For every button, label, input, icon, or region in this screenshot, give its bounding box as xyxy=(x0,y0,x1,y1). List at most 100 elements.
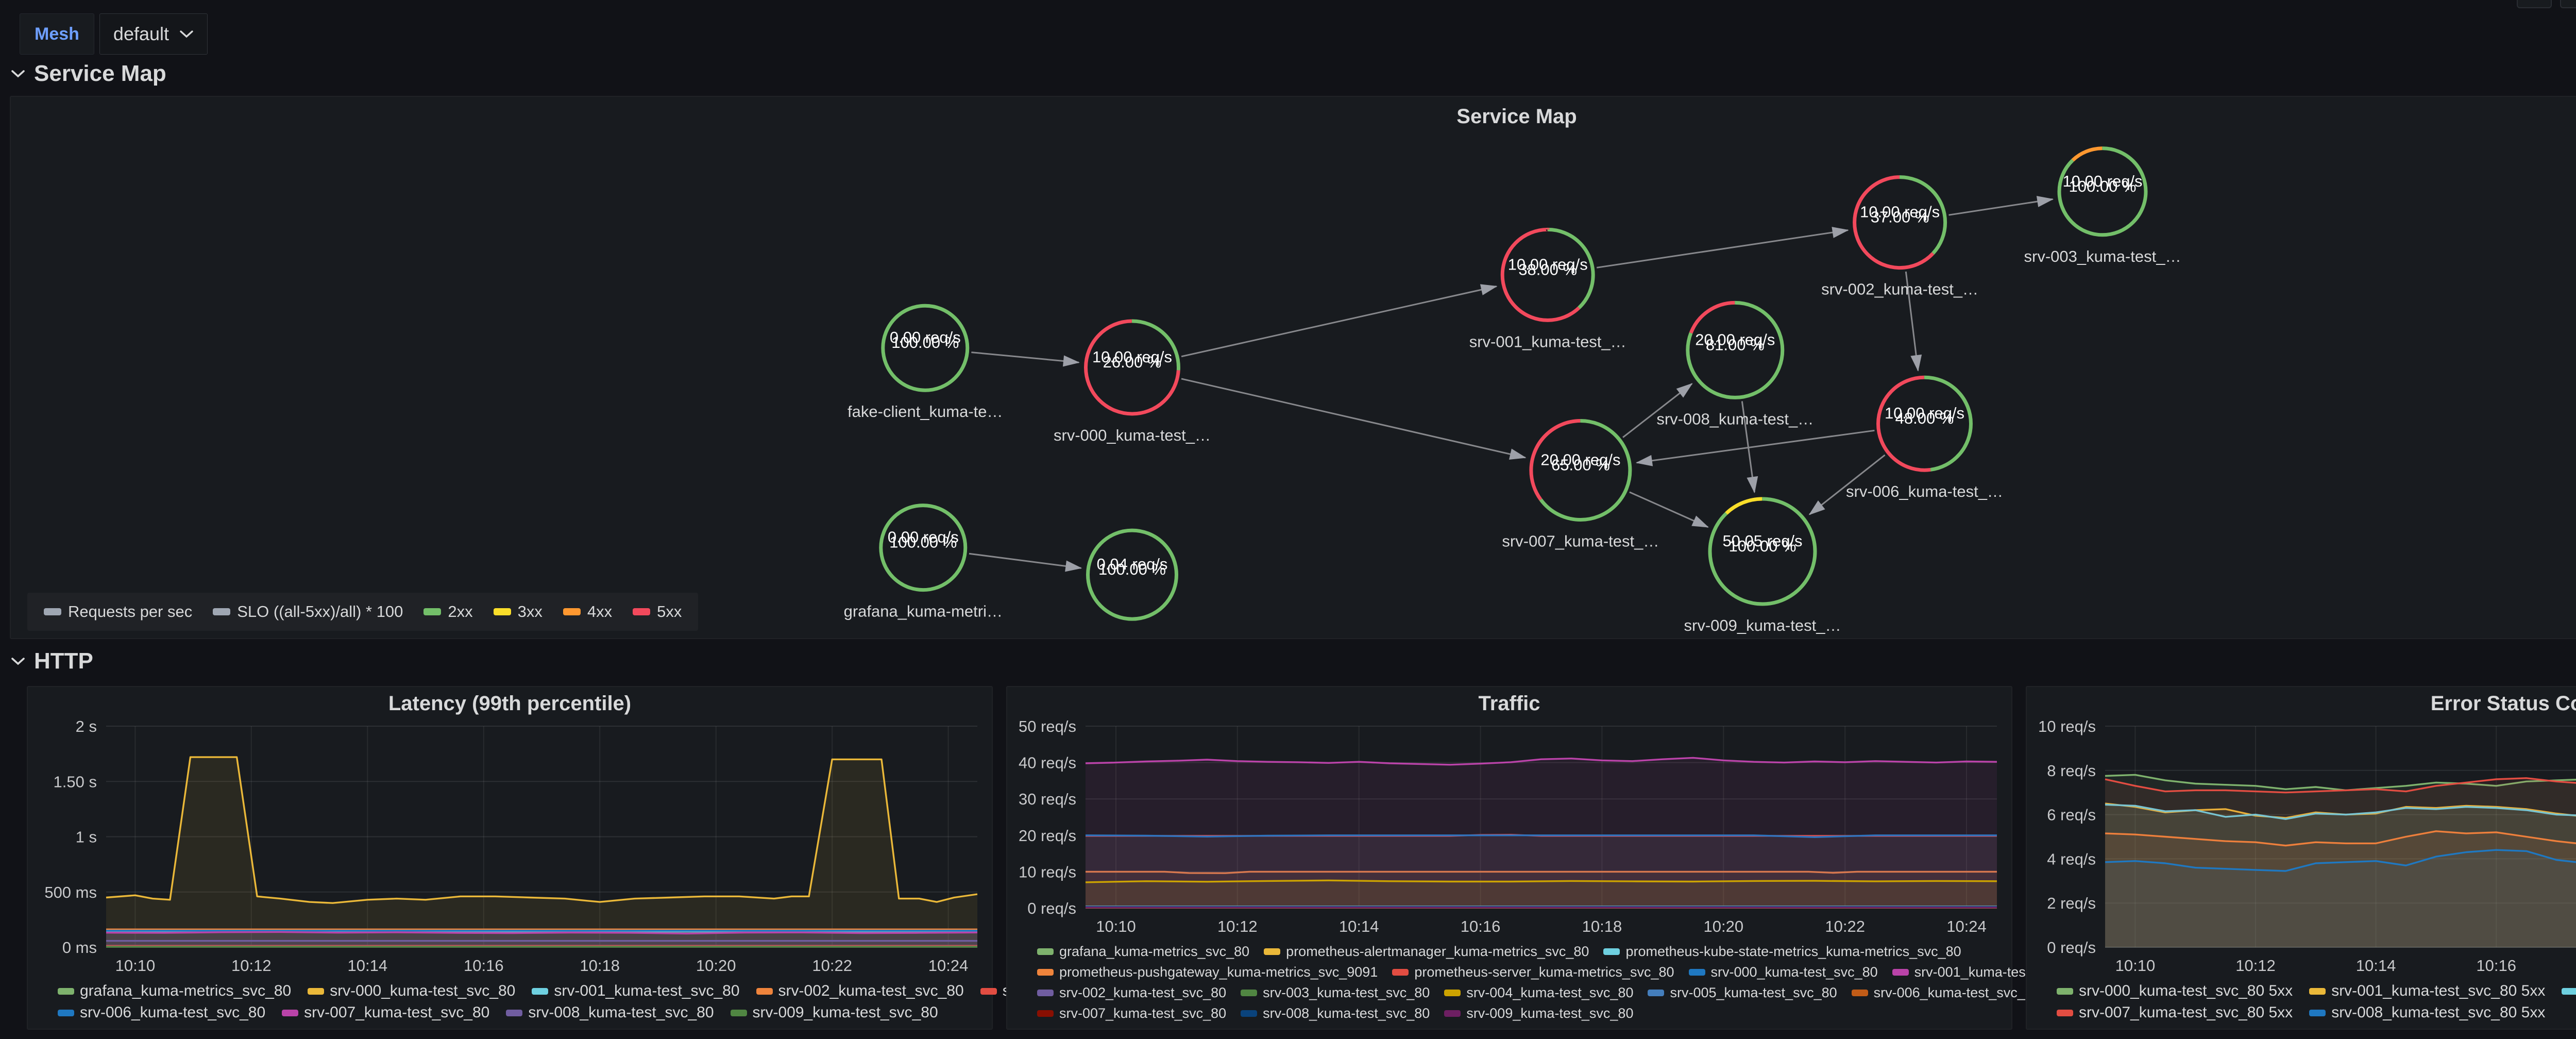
legend-item[interactable]: srv-003_kuma-test_svc_80 xyxy=(1241,985,1430,1001)
service-node-srv-006[interactable]: 10.00 req/s48.00 % srv-006_kuma-test_… xyxy=(1846,375,2003,500)
legend-item[interactable]: srv-007_kuma-test_svc_80 5xx xyxy=(2057,1004,2293,1021)
map-legend-item[interactable]: Requests per sec xyxy=(44,602,192,621)
legend-item[interactable]: grafana_kuma-metrics_svc_80 xyxy=(58,982,291,1000)
mesh-variable-value: default xyxy=(113,23,170,44)
node-label: … xyxy=(1124,631,1140,638)
series-line xyxy=(2105,803,2576,820)
legend-item[interactable]: srv-005_kuma-test_svc_80 xyxy=(1648,985,1837,1001)
x-axis-tick: 10:16 xyxy=(2476,957,2516,975)
legend-item[interactable]: srv-009_kuma-test_svc_80 xyxy=(1444,1006,1633,1021)
legend-label: srv-008_kuma-test_svc_80 xyxy=(528,1004,714,1021)
legend-color-pill xyxy=(1444,1010,1461,1017)
section-title: Service Map xyxy=(34,61,166,86)
legend-item[interactable]: srv-001_kuma-test_svc_80 xyxy=(532,982,740,1000)
panel-title: Service Map xyxy=(1456,105,1577,128)
y-axis-tick: 1.50 s xyxy=(54,773,97,791)
map-legend-item[interactable]: 4xx xyxy=(563,602,612,621)
service-node-srv-008[interactable]: 20.00 req/s81.00 % srv-008_kuma-test_… xyxy=(1656,300,1814,428)
legend-item[interactable]: srv-000_kuma-test_svc_80 5xx xyxy=(2057,982,2293,1000)
x-axis-tick: 10:16 xyxy=(464,957,504,975)
y-axis-tick: 500 ms xyxy=(44,883,97,901)
section-header-http[interactable]: HTTP xyxy=(10,648,93,674)
traffic-legend: grafana_kuma-metrics_svc_80 prometheus-al… xyxy=(1007,939,2081,1029)
section-title: HTTP xyxy=(34,648,93,674)
legend-item[interactable]: prometheus-server_kuma-metrics_svc_80 xyxy=(1392,964,1674,980)
legend-color-pill xyxy=(1892,968,1909,976)
latency-chart[interactable]: 0 ms 500 ms 1 s 1.50 s 2 s 10:10 10:12 10:14 10:… xyxy=(28,718,992,978)
map-legend-item[interactable]: 5xx xyxy=(633,602,682,621)
legend-item[interactable]: srv-007_kuma-test_svc_80 xyxy=(282,1004,489,1021)
map-edge-srv-000-srv-007 xyxy=(1181,378,1527,460)
service-node-srv-007[interactable]: 20.00 req/s65.00 % srv-007_kuma-test_… xyxy=(1502,419,1659,550)
map-legend-item[interactable]: 2xx xyxy=(423,602,473,621)
legend-label: srv-004_kuma-test_svc_80 xyxy=(1466,984,1634,1000)
legend-label: Requests per sec xyxy=(68,602,193,621)
mesh-variable-select[interactable]: default xyxy=(99,13,208,55)
legend-item[interactable]: srv-009_kuma-test_svc_80 xyxy=(730,1004,938,1021)
legend-label: srv-001_kuma-test_svc_80 xyxy=(554,982,740,999)
node-slo-value: 81.00 % xyxy=(1706,336,1765,354)
error-status-codes-chart[interactable]: 0 req/s 2 req/s 4 req/s 6 req/s 8 req/s 10 re… xyxy=(2027,718,2576,978)
legend-item[interactable]: srv-008_kuma-test_svc_80 5xx xyxy=(2309,1004,2545,1021)
legend-color-pill xyxy=(1037,948,1054,955)
chevron-down-icon xyxy=(11,658,25,665)
map-edge-fake-client-srv-000 xyxy=(971,351,1080,367)
y-axis-tick: 2 s xyxy=(76,718,97,735)
legend-item[interactable]: grafana_kuma-metrics_svc_80 xyxy=(1037,944,1249,960)
x-axis-tick: 10:12 xyxy=(1217,917,1258,935)
legend-item[interactable]: srv-006_kuma-test_svc_80 xyxy=(58,1004,265,1021)
node-label: srv-006_kuma-test_… xyxy=(1846,482,2003,500)
x-axis-tick: 10:14 xyxy=(2356,957,2396,975)
legend-label: srv-006_kuma-test_svc_80 xyxy=(80,1004,266,1021)
legend-item[interactable]: srv-002_kuma-test_svc_80 xyxy=(1037,985,1226,1001)
map-edge-srv-007-srv-008 xyxy=(1622,383,1693,438)
legend-item[interactable]: srv-007_kuma-test_svc_80 xyxy=(1037,1006,1226,1021)
legend-color-pill xyxy=(1241,989,1258,996)
legend-color-pill xyxy=(1851,989,1868,996)
map-legend-item[interactable]: SLO ((all-5xx)/all) * 100 xyxy=(213,602,403,621)
legend-label: 4xx xyxy=(587,602,613,621)
legend-label: srv-002_kuma-test_svc_80 xyxy=(778,982,964,999)
legend-item[interactable]: srv-002_kuma-test_svc_80 5xx xyxy=(2562,982,2576,1000)
legend-label: grafana_kuma-metrics_svc_80 xyxy=(1059,943,1250,959)
x-axis-tick: 10:10 xyxy=(1096,917,1136,935)
legend-item[interactable]: prometheus-kube-state-metrics_kuma-metri… xyxy=(1603,944,1961,960)
legend-label: srv-000_kuma-test_svc_80 xyxy=(330,982,516,999)
legend-item[interactable]: srv-006_kuma-test_svc_80 xyxy=(1851,985,2041,1001)
traffic-chart[interactable]: 0 req/s 10 req/s 20 req/s 30 req/s 40 req/s 5… xyxy=(1007,718,2011,939)
service-node-srv-000[interactable]: 10.00 req/s26.00 % srv-000_kuma-test_… xyxy=(1054,319,1211,444)
legend-item[interactable]: srv-000_kuma-test_svc_80 xyxy=(1688,964,1878,980)
legend-item[interactable]: srv-008_kuma-test_svc_80 xyxy=(1241,1006,1430,1021)
node-label: srv-008_kuma-test_… xyxy=(1656,410,1814,428)
legend-color-pill xyxy=(506,1009,523,1016)
map-edge-srv-006-srv-009 xyxy=(1808,454,1886,515)
legend-color-pill xyxy=(44,608,61,615)
legend-item[interactable]: srv-002_kuma-test_svc_80 xyxy=(756,982,964,1000)
map-edge-srv-006-srv-007 xyxy=(1635,429,1875,466)
legend-item[interactable]: prometheus-pushgateway_kuma-metrics_svc_… xyxy=(1037,964,1378,980)
series-line xyxy=(2105,802,2576,819)
legend-label: srv-008_kuma-test_svc_80 xyxy=(1263,1005,1430,1021)
service-node-srv-001[interactable]: 10.00 req/s38.00 % srv-001_kuma-test_… xyxy=(1469,227,1626,350)
legend-item[interactable]: prometheus-alertmanager_kuma-metrics_svc… xyxy=(1264,944,1589,960)
map-legend-item[interactable]: 3xx xyxy=(493,602,543,621)
legend-item[interactable]: srv-001_kuma-test_svc_80 5xx xyxy=(2309,982,2545,1000)
legend-label: srv-001_kuma-test_svc_80 5xx xyxy=(2331,982,2546,999)
series-line xyxy=(2105,849,2576,872)
legend-label: srv-002_kuma-test_svc_80 xyxy=(1059,984,1227,1000)
map-edge-srv-007-srv-009 xyxy=(1629,491,1709,528)
legend-item[interactable]: srv-004_kuma-test_svc_80 xyxy=(1444,985,1633,1001)
series-line xyxy=(2105,774,2576,792)
legend-item[interactable]: srv-008_kuma-test_svc_80 xyxy=(506,1004,714,1021)
legend-item[interactable]: srv-000_kuma-test_svc_80 xyxy=(308,982,515,1000)
series-line xyxy=(1085,757,1997,766)
service-node-srv-002[interactable]: 10.00 req/s37.00 % srv-002_kuma-test_… xyxy=(1821,175,1978,298)
node-label: srv-000_kuma-test_… xyxy=(1054,426,1211,444)
section-header-service-map[interactable]: Service Map xyxy=(10,61,166,87)
